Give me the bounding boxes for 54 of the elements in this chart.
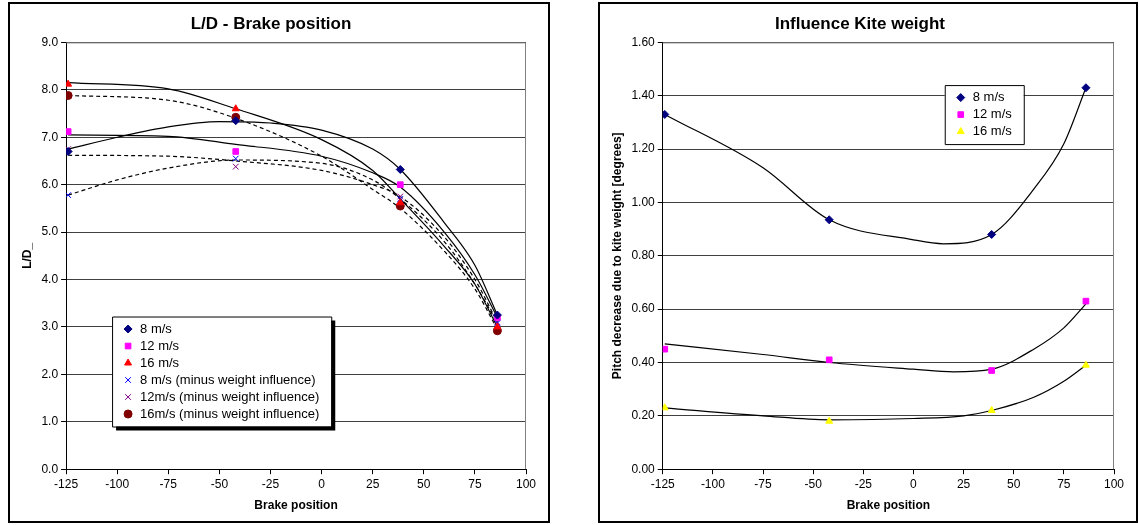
- y-tick-label: 1.60: [631, 34, 656, 49]
- y-tick-label: 6.0: [41, 176, 59, 191]
- legend-label: 8 m/s (minus weight influence): [140, 371, 316, 387]
- legend-label: 12 m/s: [972, 106, 1013, 122]
- x-tick-label: -50: [804, 476, 823, 491]
- x-tick-label: 25: [956, 476, 971, 491]
- y-tick-label: 0.40: [631, 354, 656, 369]
- y-tick-label: 1.40: [631, 88, 656, 103]
- legend-label: 12 m/s: [140, 337, 180, 353]
- x-tick-label: -25: [261, 476, 280, 491]
- x-tick-label: -100: [700, 476, 726, 491]
- chart-title: Influence Kite weight: [774, 13, 946, 33]
- x-tick-label: 75: [1057, 476, 1071, 491]
- x-tick-label: -50: [210, 476, 229, 491]
- x-tick-label: -125: [54, 476, 79, 491]
- x-tick-label: 25: [366, 476, 380, 491]
- x-tick-label: 0: [910, 476, 918, 491]
- legend-label: 12m/s (minus weight influence): [140, 388, 320, 404]
- y-tick-label: 0.20: [631, 408, 656, 423]
- y-tick-label: 9.0: [41, 34, 59, 49]
- y-tick-label: 1.00: [631, 194, 656, 209]
- y-axis-title: Pitch decrease due to kite weight [degrees]: [609, 132, 624, 380]
- x-tick-label: -100: [105, 476, 130, 491]
- y-tick-label: 3.0: [41, 319, 59, 334]
- legend-label: 16m/s (minus weight influence): [140, 405, 320, 421]
- x-tick-label: -75: [159, 476, 178, 491]
- y-tick-label: 7.0: [41, 129, 59, 144]
- legend-label: 16 m/s: [140, 354, 180, 370]
- x-tick-label: 50: [1007, 476, 1021, 491]
- y-tick-label: 1.0: [41, 414, 59, 429]
- legend-label: 8 m/s: [972, 89, 1006, 105]
- y-tick-label: 0.80: [631, 248, 656, 263]
- x-tick-label: -25: [854, 476, 873, 491]
- x-tick-label: 0: [318, 476, 326, 491]
- x-tick-label: 75: [468, 476, 482, 491]
- y-tick-label: 5.0: [41, 224, 59, 239]
- legend-label: 16 m/s: [972, 123, 1013, 139]
- x-tick-label: -75: [754, 476, 773, 491]
- y-tick-label: 2.0: [41, 366, 59, 381]
- x-tick-label: 100: [1103, 476, 1125, 491]
- y-tick-label: 0.0: [41, 461, 59, 476]
- x-axis-title: Brake position: [846, 498, 931, 513]
- y-tick-label: 1.20: [631, 141, 656, 156]
- x-tick-label: -125: [650, 476, 676, 491]
- y-tick-label: 4.0: [41, 271, 59, 286]
- x-tick-label: 50: [417, 476, 431, 491]
- chart-title: L/D - Brake position: [190, 13, 352, 33]
- y-tick-label: 0.60: [631, 301, 656, 316]
- y-tick-label: 0.00: [631, 461, 656, 476]
- y-tick-label: 8.0: [41, 82, 59, 97]
- y-axis-title: L/D_: [19, 242, 34, 269]
- legend-label: 8 m/s: [140, 320, 173, 336]
- x-axis-title: Brake position: [254, 498, 338, 513]
- x-tick-label: 100: [515, 476, 537, 491]
